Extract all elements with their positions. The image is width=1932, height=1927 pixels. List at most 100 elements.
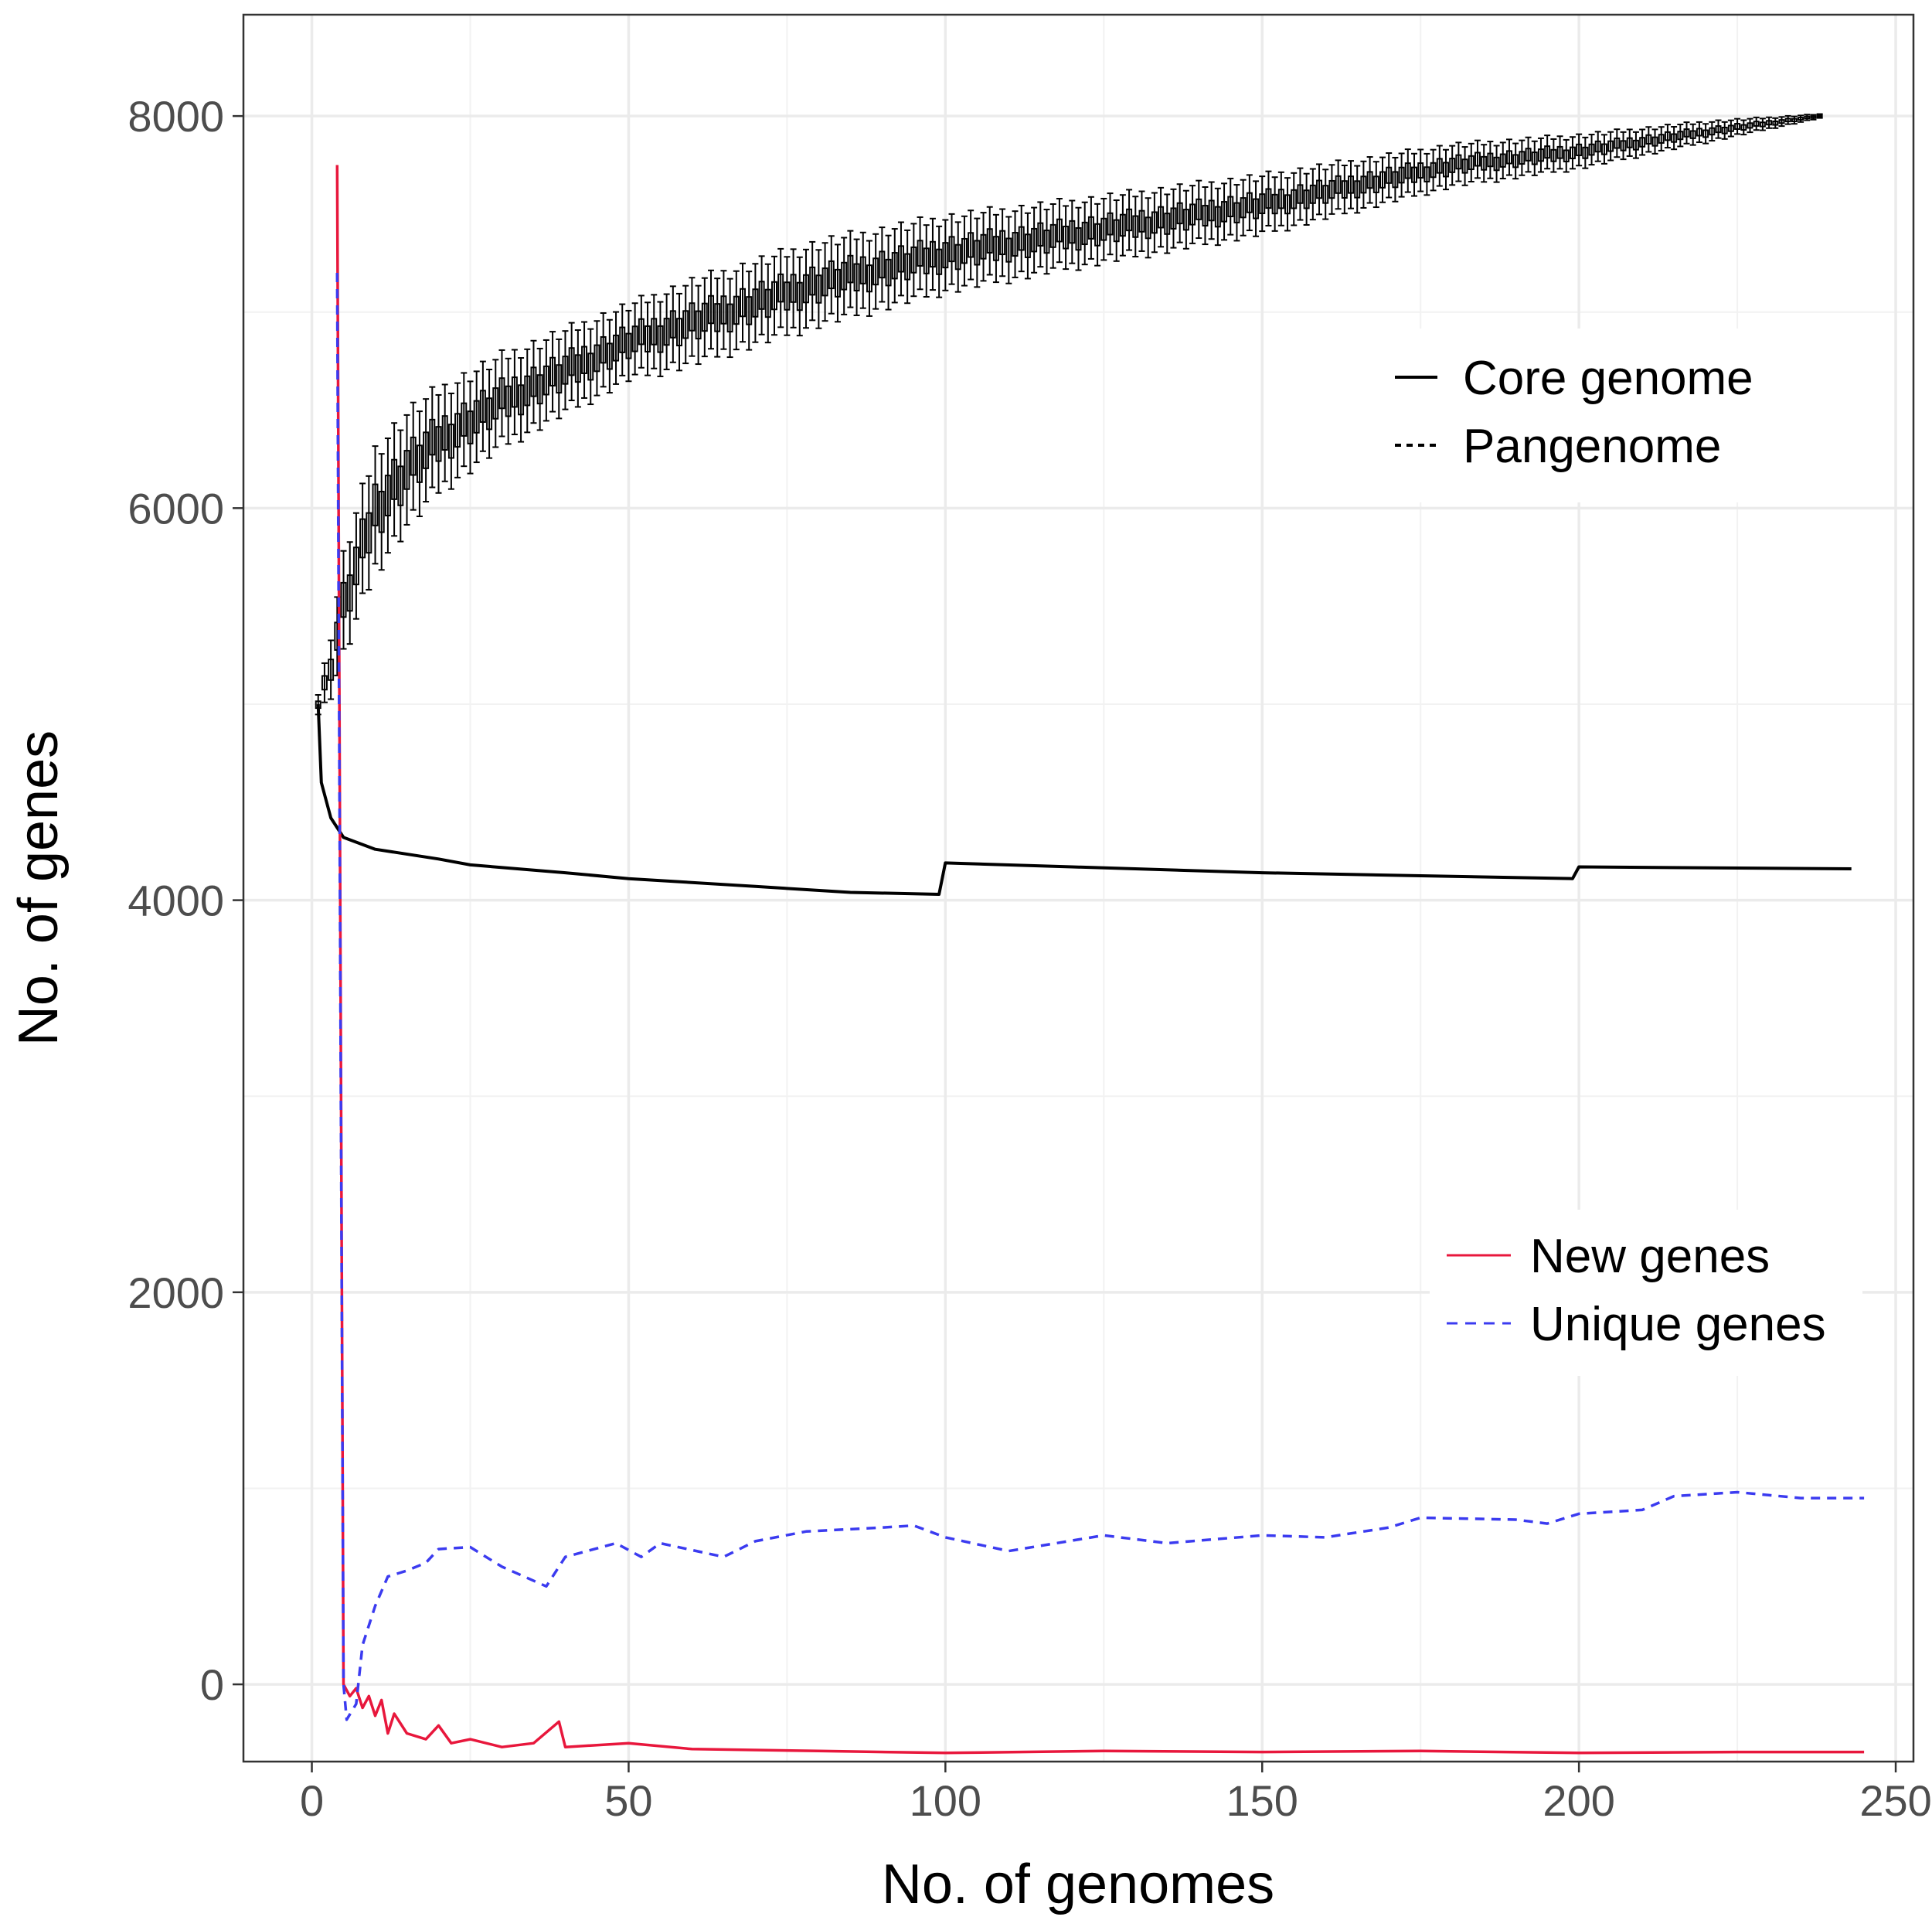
pangenome-box <box>1664 131 1671 141</box>
pangenome-box <box>1012 232 1019 257</box>
x-axis-title: No. of genomes <box>882 1854 1274 1915</box>
pangenome-box <box>1436 158 1443 174</box>
legend-label-new-genes: New genes <box>1530 1230 1770 1283</box>
pangenome-box <box>1202 205 1209 226</box>
y-tick-label: 2000 <box>128 1268 224 1317</box>
pangenome-box <box>929 240 936 268</box>
legend-label-unique-genes: Unique genes <box>1530 1298 1826 1351</box>
pangenome-box <box>556 364 563 394</box>
pangenome-box <box>1576 143 1583 157</box>
legend-label-pangenome: Pangenome <box>1463 420 1721 473</box>
pangenome-box <box>568 347 575 376</box>
pangenome-box <box>784 281 791 311</box>
pangenome-box <box>733 295 740 325</box>
pangenome-box <box>1645 134 1652 145</box>
pangenome-box <box>1398 166 1405 184</box>
data-marks <box>315 113 1865 1755</box>
pangenome-box <box>638 318 645 346</box>
pangenome-box <box>764 288 771 318</box>
pangenome-box <box>714 303 721 332</box>
pangenome-box <box>1119 213 1126 237</box>
pangenome-box <box>1442 162 1449 178</box>
plot-background <box>243 15 1913 1762</box>
pangenome-box <box>1233 202 1240 223</box>
pangenome-box <box>853 263 860 291</box>
pangenome-box <box>1468 155 1475 171</box>
pangenome-box <box>1189 203 1196 226</box>
pangenome-box <box>441 415 448 451</box>
pangenome-box <box>467 410 474 444</box>
pangenome-box <box>619 326 626 353</box>
pangenome-box <box>536 374 543 405</box>
pangenome-box <box>1582 146 1589 159</box>
pangenome-box <box>328 659 335 681</box>
pangenome-box <box>1372 175 1379 193</box>
pangenome-box <box>968 232 975 258</box>
pangenome-box <box>486 397 493 431</box>
pangenome-box <box>1328 179 1335 199</box>
pangenome-box <box>1734 123 1741 130</box>
pangenome-box <box>511 376 518 408</box>
pangenome-box <box>1632 139 1639 151</box>
y-tick-label: 0 <box>200 1660 224 1709</box>
pangenome-box <box>1620 140 1627 152</box>
pangenome-box <box>447 424 454 459</box>
pangenome-box <box>359 518 366 559</box>
pangenome-box <box>1227 196 1234 218</box>
pangenome-box <box>346 574 353 612</box>
axes: 0 50 100 150 200 250 0 2000 4000 6000 8000 <box>128 92 1931 1825</box>
pangenome-box <box>1386 166 1393 184</box>
pangenome-box <box>1246 192 1253 213</box>
pangenome-box <box>1113 219 1120 243</box>
pangenome-box <box>821 267 828 297</box>
pangenome-box <box>999 230 1006 256</box>
pangenome-box <box>1683 128 1690 138</box>
pangenome-box <box>1626 137 1633 148</box>
pangenome-box <box>543 365 549 396</box>
pangenome-box <box>1094 223 1101 247</box>
pangenome-box <box>676 318 683 347</box>
pangenome-box <box>1208 199 1215 222</box>
pangenome-box <box>1410 166 1417 183</box>
pangenome-box <box>866 264 872 293</box>
plot-border <box>242 13 1915 1763</box>
pangenome-box <box>1265 188 1272 209</box>
pangenome-box <box>1259 193 1266 215</box>
pangenome-box <box>770 281 777 311</box>
pangenome-box <box>1816 114 1823 118</box>
pangenome-box <box>1493 156 1500 172</box>
y-tick-label: 4000 <box>128 877 224 925</box>
pangenome-box <box>524 375 531 407</box>
pangenome-box <box>1138 209 1145 233</box>
legend-genome: Core genome Pangenome <box>1376 329 1793 502</box>
pangenome-box <box>980 233 987 260</box>
pangenome-box <box>879 250 886 279</box>
pangenome-box <box>1658 134 1665 144</box>
pangenome-box <box>340 581 347 618</box>
pangenome-box <box>1766 120 1773 126</box>
pangenome-box <box>574 354 581 383</box>
pangenome-box <box>461 402 468 437</box>
pangenome-box <box>1594 140 1601 153</box>
series-new-genes <box>335 165 1865 1755</box>
pangenome-box <box>1481 155 1488 171</box>
pangenome-box <box>948 236 955 263</box>
pangenome-box <box>1107 212 1114 236</box>
pangenome-box <box>1366 171 1373 189</box>
pangenome-box <box>1303 189 1310 209</box>
pangenome-box <box>682 310 689 339</box>
pangenome-box <box>454 413 461 448</box>
pangenome-box <box>1759 121 1766 128</box>
pangenome-box <box>1778 119 1785 124</box>
pangenome-box <box>403 450 410 490</box>
pangenome-box <box>416 444 423 483</box>
y-axis-title: No. of genes <box>8 730 70 1046</box>
grid <box>243 15 1913 1762</box>
pangenome-box <box>1651 136 1658 147</box>
y-tick-label: 8000 <box>128 92 224 141</box>
pangenome-box <box>1018 226 1025 251</box>
pangenome-box <box>891 252 898 280</box>
pangenome-box <box>1277 189 1284 209</box>
pangenome-box <box>790 274 797 303</box>
pangenome-box <box>1487 152 1494 168</box>
